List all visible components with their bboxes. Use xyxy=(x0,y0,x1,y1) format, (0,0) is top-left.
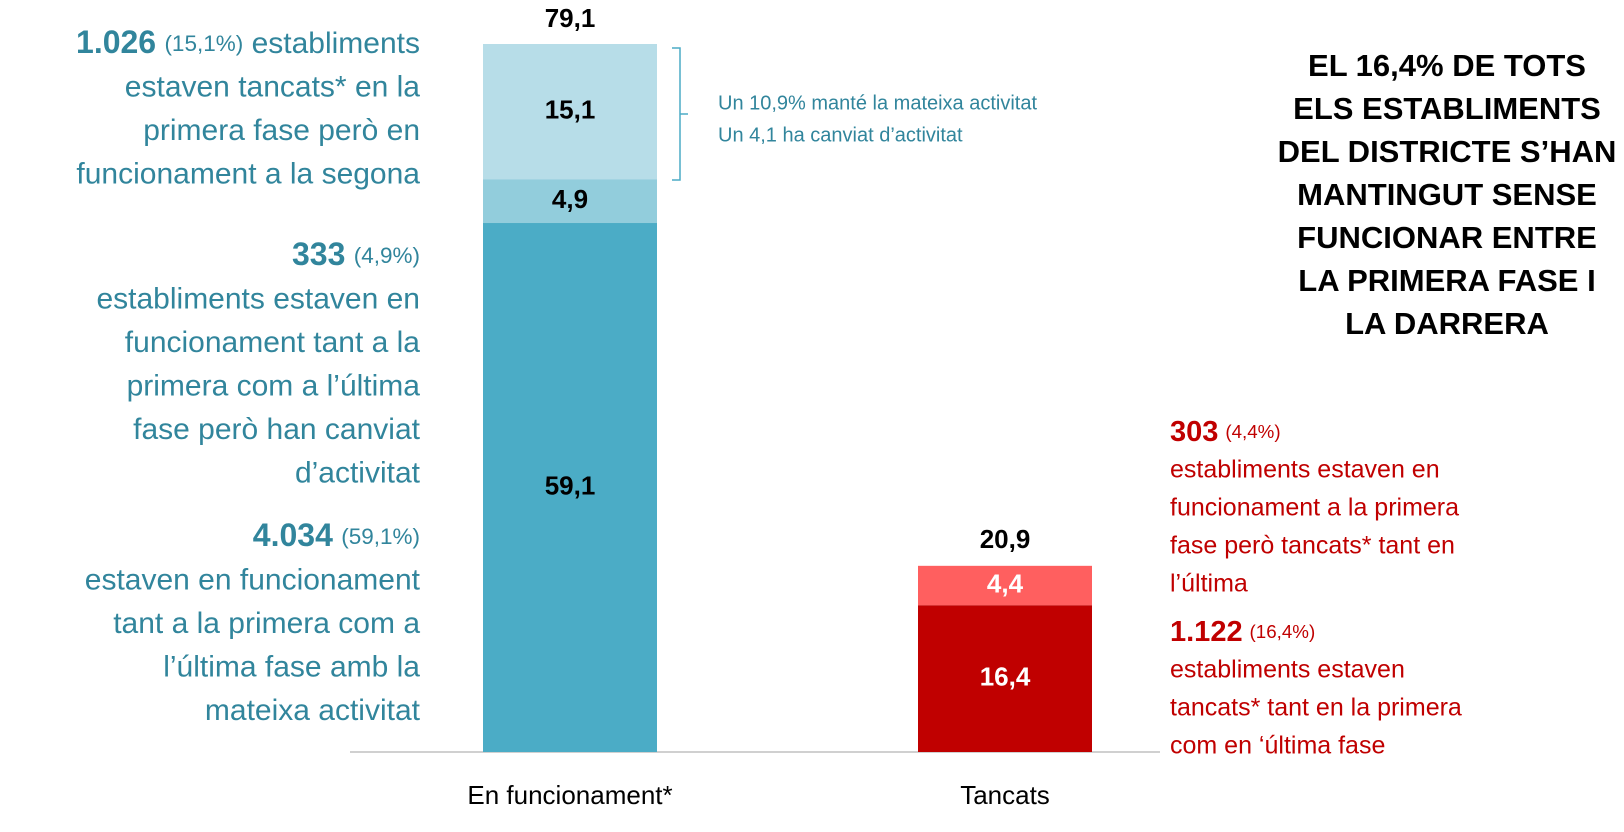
note-line: fase però tancats* tant en xyxy=(1170,532,1455,560)
note-line: funcionament tant a la xyxy=(125,326,421,359)
segment-label: 4,4 xyxy=(987,568,1024,598)
note-line: com en ‘última fase xyxy=(1170,732,1385,760)
total-label: 79,1 xyxy=(545,3,596,33)
headline: EL 16,4% DE TOTS xyxy=(1308,48,1586,83)
bar-segment xyxy=(918,605,1092,752)
segment-label: 15,1 xyxy=(545,94,596,124)
bracket-note: Un 10,9% manté la mateixa activitat xyxy=(718,92,1037,114)
note-line: funcionament a la primera xyxy=(1170,494,1459,522)
note-line: d’activitat xyxy=(295,456,421,489)
headline: ELS ESTABLIMENTS xyxy=(1293,91,1601,126)
x-tick-label: Tancats xyxy=(960,780,1050,810)
note-number: 303 xyxy=(1170,416,1218,448)
note-share: (4,9%) xyxy=(354,243,420,268)
note-share: (15,1%) xyxy=(164,31,243,56)
note-line: tant a la primera com a xyxy=(113,607,420,640)
note-number: 333 xyxy=(292,236,345,272)
note-line: l’última fase amb la xyxy=(163,650,420,683)
note-heading: 333 (4,9%) xyxy=(292,236,420,272)
note-share: (59,1%) xyxy=(341,524,420,549)
note-share: (16,4%) xyxy=(1250,621,1316,642)
note-line: establiments estaven en xyxy=(96,282,420,315)
total-label: 20,9 xyxy=(980,524,1031,554)
bracket xyxy=(672,47,688,181)
note-line: estaven en funcionament xyxy=(85,563,421,596)
note-heading: 1.026 (15,1%) establiments xyxy=(76,24,420,60)
note-line: tancats* tant en la primera xyxy=(1170,694,1462,722)
note-share: (4,4%) xyxy=(1225,421,1280,442)
note-line: primera com a l’última xyxy=(127,369,421,402)
segment-label: 16,4 xyxy=(980,661,1031,691)
note-line: establiments estaven xyxy=(1170,656,1405,684)
bracket-note: Un 4,1 ha canviat d’activitat xyxy=(718,124,963,146)
headline: FUNCIONAR ENTRE xyxy=(1297,220,1597,255)
note-line: establiments xyxy=(252,27,420,60)
bar-segment xyxy=(483,223,657,752)
note-number: 1.122 xyxy=(1170,616,1243,648)
segment-label: 4,9 xyxy=(552,184,588,214)
note-number: 4.034 xyxy=(253,517,333,553)
bar-segment xyxy=(918,565,1092,606)
bar-segment xyxy=(483,44,657,180)
note-heading: 303 (4,4%) xyxy=(1170,416,1281,448)
note-line: funcionament a la segona xyxy=(76,157,420,190)
headline: MANTINGUT SENSE xyxy=(1297,177,1597,212)
note-line: estaven tancats* en la xyxy=(125,70,421,103)
note-number: 1.026 xyxy=(76,24,156,60)
bar-segment xyxy=(483,179,657,224)
note-line: establiments estaven en xyxy=(1170,456,1440,484)
note-line: mateixa activitat xyxy=(205,694,421,727)
headline: LA DARRERA xyxy=(1345,306,1549,341)
note-heading: 4.034 (59,1%) xyxy=(253,517,420,553)
note-line: primera fase però en xyxy=(143,114,420,147)
segment-label: 59,1 xyxy=(545,470,596,500)
note-heading: 1.122 (16,4%) xyxy=(1170,616,1315,648)
x-tick-label: En funcionament* xyxy=(467,780,672,810)
note-line: l’última xyxy=(1170,570,1248,598)
headline: DEL DISTRICTE S’HAN xyxy=(1278,134,1617,169)
headline: LA PRIMERA FASE I xyxy=(1298,263,1595,298)
note-line: fase però han canviat xyxy=(133,413,421,446)
